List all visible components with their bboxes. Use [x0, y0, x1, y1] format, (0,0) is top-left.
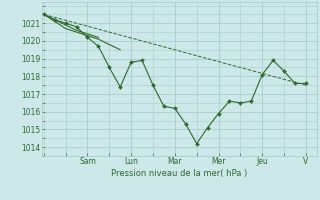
X-axis label: Pression niveau de la mer( hPa ): Pression niveau de la mer( hPa ): [111, 169, 247, 178]
